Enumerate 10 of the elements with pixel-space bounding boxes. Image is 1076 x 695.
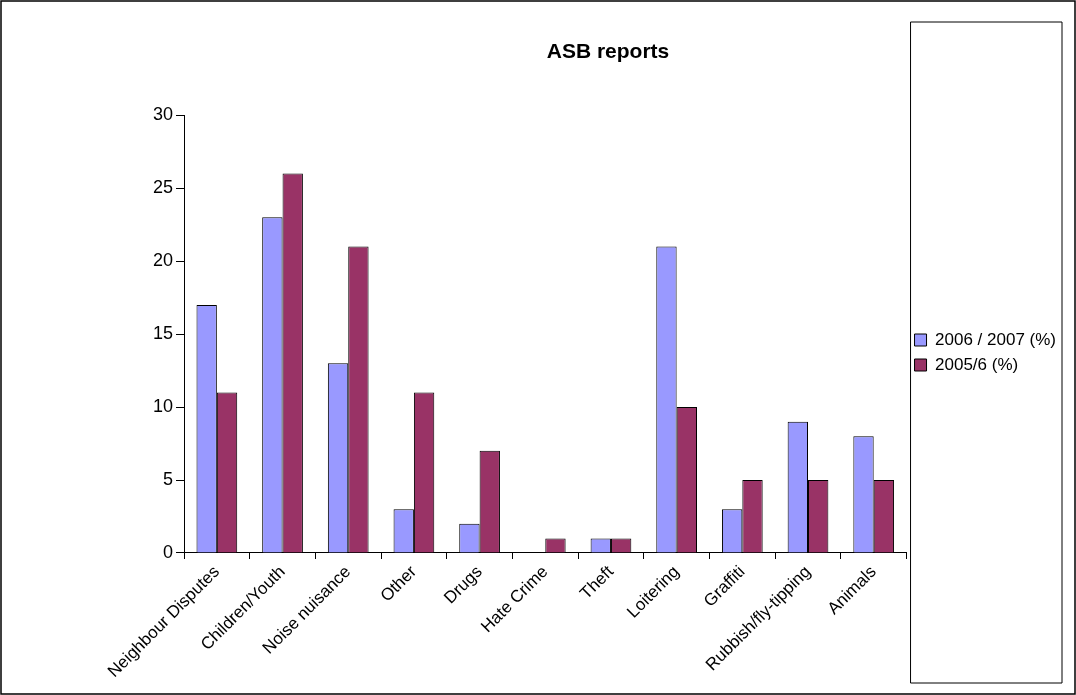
y-tick-label: 30	[152, 104, 174, 125]
y-tick-label: 20	[152, 250, 174, 271]
legend-label: 2005/6 (%)	[935, 354, 1019, 374]
y-tick-label: 5	[163, 469, 174, 489]
y-tick-label: 10	[152, 396, 174, 417]
chart-title: ASB reports	[546, 39, 670, 63]
y-tick-label: 15	[152, 323, 174, 344]
legend-label: 2006 / 2007 (%)	[935, 329, 1056, 349]
y-tick-label: 25	[152, 177, 174, 198]
y-tick-label: 0	[163, 541, 174, 562]
